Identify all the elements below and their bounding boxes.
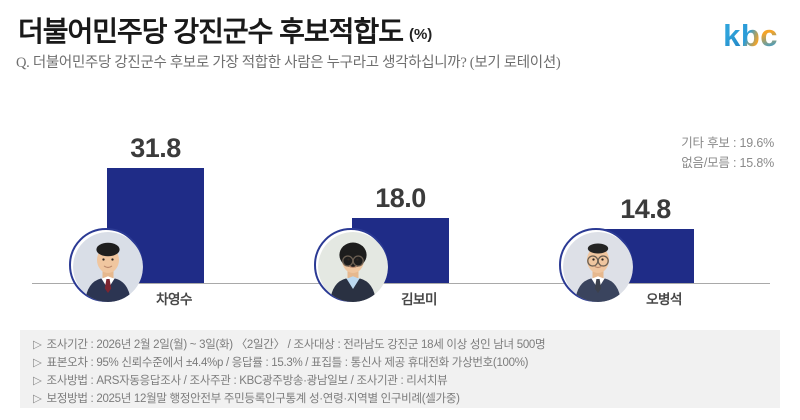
methodology-panel: ▷ 조사기간 : 2026년 2월 2일(월) ~ 3일(화) 〈2일간〉 / 조… <box>20 330 780 408</box>
triangle-bullet-icon: ▷ <box>33 393 42 405</box>
none-dont-know-note: 없음/모름 : 15.8% <box>681 156 774 170</box>
triangle-bullet-icon: ▷ <box>33 375 42 387</box>
methodology-line: ▷ 표본오차 : 95% 신뢰수준에서 ±4.4%p / 응답률 : 15.3% … <box>33 357 529 369</box>
other-candidates-note: 기타 후보 : 19.6% <box>681 136 774 150</box>
candidate-name-label: 오병석 <box>646 292 682 307</box>
candidate-avatar <box>314 228 388 302</box>
candidate-avatar <box>69 228 143 302</box>
page-title-text: 더불어민주당 강진군수 후보적합도 <box>18 16 404 47</box>
candidate-photo <box>318 232 388 302</box>
bar-value-label: 18.0 <box>375 183 426 213</box>
candidate-photo <box>73 232 143 302</box>
methodology-line: ▷ 조사방법 : ARS자동응답조사 / 조사주관 : KBC광주방송·광남일보 … <box>33 375 448 387</box>
candidate-name-label: 김보미 <box>401 292 437 307</box>
page-title-unit: (%) <box>408 26 433 43</box>
candidate-avatar <box>559 228 633 302</box>
methodology-line: ▷ 조사기간 : 2026년 2월 2일(월) ~ 3일(화) 〈2일간〉 / 조… <box>33 339 546 351</box>
kbc-logo-letter-k: k <box>723 18 741 53</box>
bar-value-label: 31.8 <box>130 133 181 163</box>
chart-baseline <box>32 283 770 284</box>
other-responses-note: 기타 후보 : 19.6% 없음/모름 : 15.8% <box>681 133 774 173</box>
kbc-logo-letter-c: c <box>760 18 778 53</box>
candidate-photo <box>563 232 633 302</box>
triangle-bullet-icon: ▷ <box>33 357 42 369</box>
triangle-bullet-icon: ▷ <box>33 339 42 351</box>
candidate-name-label: 차영수 <box>156 292 192 307</box>
survey-question: Q. 더불어민주당 강진군수 후보로 가장 적합한 사람은 누구라고 생각하십니… <box>16 55 561 71</box>
methodology-line: ▷ 보정방법 : 2025년 12월말 행정안전부 주민등록인구통계 성·연령·지… <box>33 393 460 405</box>
kbc-logo: kbc <box>723 18 778 54</box>
kbc-logo-letter-b: b <box>740 18 761 53</box>
page-title: 더불어민주당 강진군수 후보적합도 (%) <box>18 10 432 50</box>
bar-value-label: 14.8 <box>620 194 671 224</box>
